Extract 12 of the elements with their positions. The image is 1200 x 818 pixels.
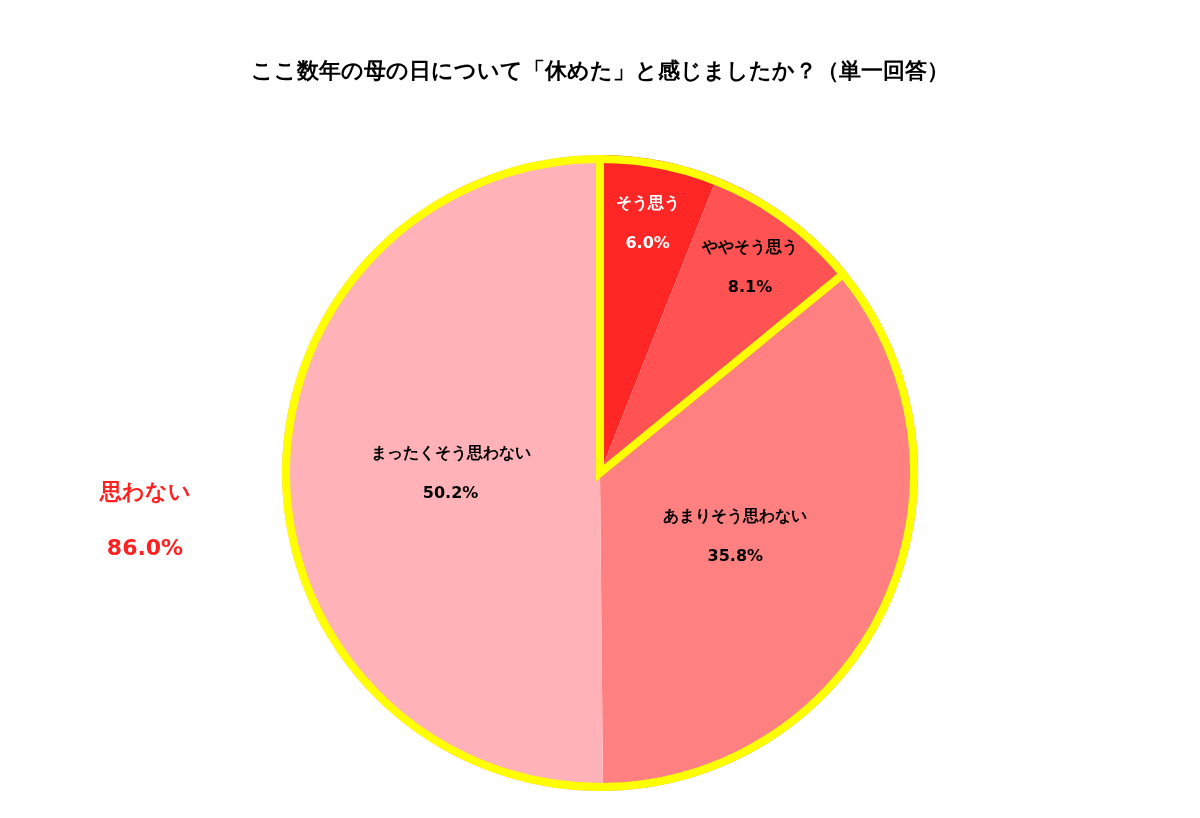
data-label: 35.8% [707, 545, 764, 565]
slice-label: あまりそう思わない [663, 505, 808, 525]
text: 86.0% [106, 535, 184, 560]
slice-label: まったくそう思わない [370, 443, 531, 463]
text: 思わない [98, 479, 191, 504]
data-label: 50.2% [422, 483, 479, 503]
data-label: 6.0% [625, 232, 670, 252]
slice-label: そう思う [615, 192, 680, 212]
chart-title: ここ数年の母の日について「休めた」と感じましたか？（単一回答） [251, 58, 949, 83]
pie-slice [282, 155, 603, 791]
slice-label: ややそう思う [701, 237, 799, 257]
data-label: 8.1% [727, 277, 773, 297]
